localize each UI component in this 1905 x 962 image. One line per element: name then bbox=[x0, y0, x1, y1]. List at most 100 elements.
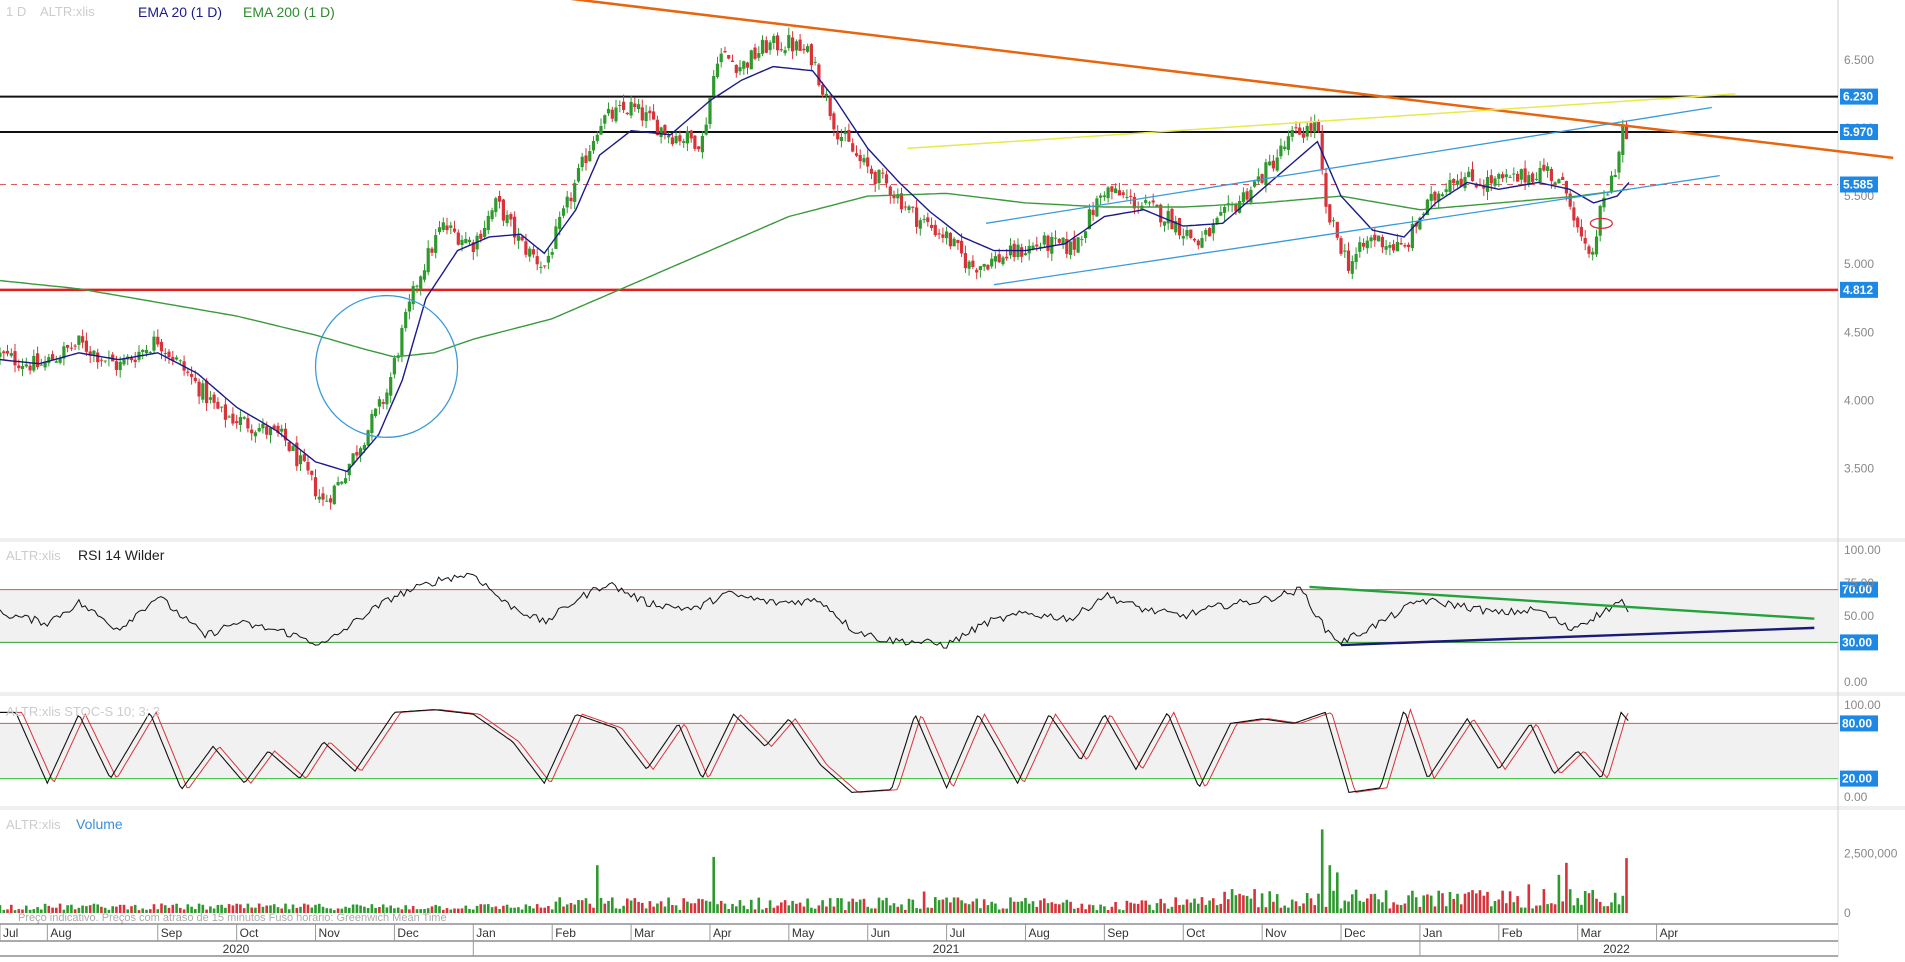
candle-body[interactable] bbox=[1208, 228, 1212, 237]
volume-bar[interactable] bbox=[742, 905, 746, 913]
stoch-legend[interactable]: ALTR:xlis STOC-S 10; 3; 3 bbox=[6, 704, 160, 719]
volume-bar[interactable] bbox=[952, 897, 956, 913]
price-level-box[interactable] bbox=[1840, 124, 1878, 141]
volume-bar[interactable] bbox=[1613, 892, 1617, 913]
volume-bar[interactable] bbox=[517, 907, 520, 913]
candle-body[interactable] bbox=[524, 241, 528, 255]
volume-bar[interactable] bbox=[472, 909, 475, 914]
volume-bar[interactable] bbox=[652, 906, 655, 913]
candle-body[interactable] bbox=[351, 453, 355, 465]
candle-body[interactable] bbox=[531, 249, 535, 255]
volume-bar[interactable] bbox=[622, 905, 625, 913]
volume-bar[interactable] bbox=[671, 905, 674, 913]
volume-bar[interactable] bbox=[1031, 901, 1035, 913]
candle-body[interactable] bbox=[1020, 247, 1024, 257]
volume-bar[interactable] bbox=[847, 901, 851, 914]
volume-bar[interactable] bbox=[1392, 902, 1395, 913]
candle-body[interactable] bbox=[1489, 175, 1493, 184]
candle-body[interactable] bbox=[787, 35, 791, 49]
candle-body[interactable] bbox=[1129, 195, 1133, 197]
volume-bar[interactable] bbox=[179, 907, 182, 913]
candle-body[interactable] bbox=[1114, 188, 1118, 194]
volume-bar[interactable] bbox=[614, 908, 618, 913]
volume-bar[interactable] bbox=[381, 904, 385, 913]
candle-body[interactable] bbox=[1005, 256, 1009, 259]
volume-bar[interactable] bbox=[945, 897, 948, 914]
volume-bar[interactable] bbox=[1610, 902, 1613, 913]
volume-bar[interactable] bbox=[1444, 906, 1448, 913]
volume-bar[interactable] bbox=[92, 903, 96, 913]
candle-body[interactable] bbox=[501, 199, 505, 221]
candle-body[interactable] bbox=[449, 225, 453, 228]
candle-body[interactable] bbox=[422, 270, 427, 280]
volume-bar[interactable] bbox=[1452, 898, 1455, 913]
candle-body[interactable] bbox=[873, 172, 877, 184]
candle-body[interactable] bbox=[359, 448, 363, 456]
candle-body[interactable] bbox=[362, 445, 366, 450]
volume-bar[interactable] bbox=[10, 904, 13, 913]
candle-body[interactable] bbox=[685, 131, 689, 144]
volume-bar[interactable] bbox=[490, 907, 494, 913]
candle-body[interactable] bbox=[306, 462, 310, 471]
volume-bar[interactable] bbox=[487, 904, 490, 913]
candle-body[interactable] bbox=[603, 115, 607, 124]
volume-bar[interactable] bbox=[1298, 906, 1301, 913]
candle-body[interactable] bbox=[1290, 130, 1294, 137]
candle-body[interactable] bbox=[1568, 193, 1572, 207]
volume-bar[interactable] bbox=[1039, 900, 1042, 913]
candle-body[interactable] bbox=[877, 169, 881, 184]
candle-body[interactable] bbox=[445, 225, 449, 231]
candle-body[interactable] bbox=[990, 258, 994, 267]
candle-body[interactable] bbox=[580, 156, 584, 168]
volume-bar[interactable] bbox=[1257, 907, 1260, 913]
candle-body[interactable] bbox=[1358, 242, 1362, 252]
volume-bar[interactable] bbox=[520, 909, 524, 914]
volume-bar[interactable] bbox=[483, 904, 486, 913]
volume-bar[interactable] bbox=[1595, 898, 1598, 913]
candle-body[interactable] bbox=[806, 46, 810, 52]
candle-body[interactable] bbox=[216, 401, 220, 409]
volume-bar[interactable] bbox=[795, 903, 798, 913]
volume-bar[interactable] bbox=[877, 897, 881, 913]
candle-body[interactable] bbox=[633, 103, 637, 108]
candle-body[interactable] bbox=[997, 254, 1001, 263]
candle-body[interactable] bbox=[978, 266, 982, 270]
candle-body[interactable] bbox=[832, 113, 836, 130]
candle-body[interactable] bbox=[430, 248, 434, 253]
candle-body[interactable] bbox=[163, 353, 167, 354]
candle-body[interactable] bbox=[753, 47, 757, 59]
volume-bar[interactable] bbox=[1065, 899, 1069, 913]
candle-body[interactable] bbox=[1512, 173, 1516, 175]
candle-body[interactable] bbox=[471, 242, 475, 252]
volume-bar[interactable] bbox=[806, 898, 809, 914]
volume-bar[interactable] bbox=[62, 909, 66, 913]
volume-bar[interactable] bbox=[1490, 906, 1493, 913]
volume-bar[interactable] bbox=[1227, 899, 1230, 913]
candle-body[interactable] bbox=[261, 423, 265, 429]
volume-bar[interactable] bbox=[569, 903, 573, 913]
panel-separator[interactable] bbox=[0, 806, 1905, 810]
candle-body[interactable] bbox=[223, 404, 227, 420]
volume-bar[interactable] bbox=[325, 908, 329, 913]
volume-bar[interactable] bbox=[1234, 895, 1238, 913]
candle-body[interactable] bbox=[212, 394, 216, 403]
volume-bar[interactable] bbox=[1305, 893, 1309, 913]
candle-body[interactable] bbox=[479, 233, 483, 239]
volume-bar[interactable] bbox=[1587, 893, 1591, 913]
candle-body[interactable] bbox=[644, 112, 648, 122]
volume-bar[interactable] bbox=[580, 900, 584, 913]
candle-body[interactable] bbox=[776, 35, 780, 51]
candle-body[interactable] bbox=[926, 217, 930, 222]
candle-body[interactable] bbox=[51, 354, 55, 361]
volume-bar[interactable] bbox=[697, 898, 700, 913]
candle-body[interactable] bbox=[1399, 243, 1403, 245]
volume-bar[interactable] bbox=[227, 904, 231, 913]
candle-body[interactable] bbox=[1613, 175, 1617, 177]
volume-bar[interactable] bbox=[344, 906, 347, 913]
volume-bar[interactable] bbox=[1012, 901, 1016, 913]
volume-bar[interactable] bbox=[464, 905, 468, 913]
candle-body[interactable] bbox=[509, 214, 513, 220]
candle-body[interactable] bbox=[370, 413, 374, 433]
candle-body[interactable] bbox=[5, 350, 10, 354]
price-level-box[interactable] bbox=[1840, 88, 1878, 105]
